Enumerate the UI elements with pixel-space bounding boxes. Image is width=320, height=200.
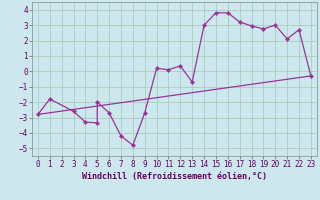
X-axis label: Windchill (Refroidissement éolien,°C): Windchill (Refroidissement éolien,°C): [82, 172, 267, 181]
